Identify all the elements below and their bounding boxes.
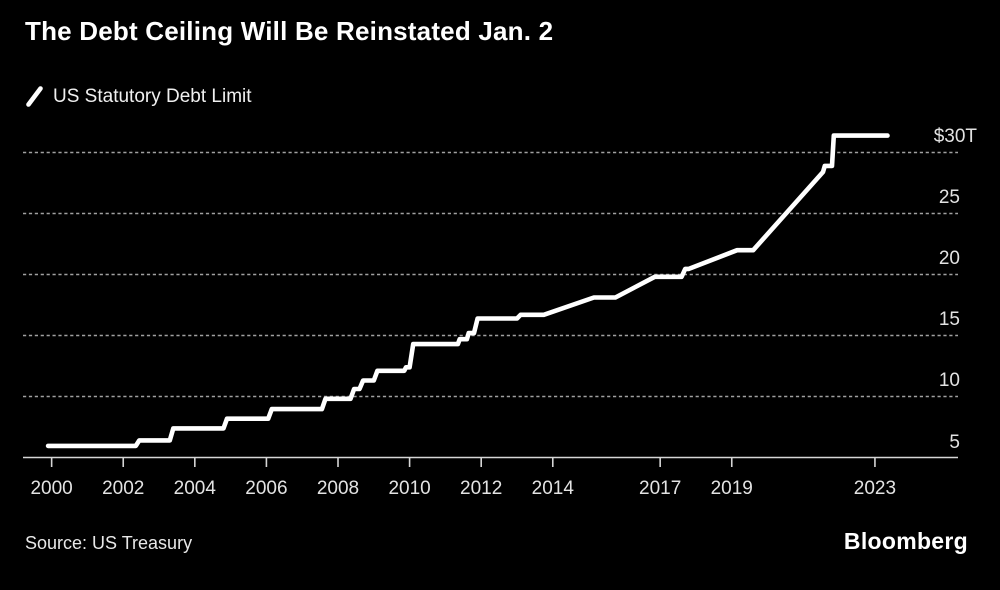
x-axis-label: 2012 (460, 478, 503, 499)
legend-label: US Statutory Debt Limit (53, 85, 252, 107)
x-axis-label: 2000 (30, 478, 73, 499)
x-axis-label: 2023 (853, 478, 897, 499)
y-axis-label: $30T (933, 126, 977, 148)
source-note: Source: US Treasury (25, 533, 193, 553)
x-axis-label: 2006 (245, 478, 288, 499)
legend-line-swatch-icon (25, 85, 44, 108)
bloomberg-logo: Bloomberg (843, 528, 968, 554)
y-axis-label: 20 (938, 248, 960, 270)
y-axis-label: 15 (938, 309, 960, 331)
debt-limit-line (45, 133, 890, 449)
x-axis-label: 2014 (531, 478, 574, 499)
x-axis-label: 2017 (639, 478, 682, 499)
x-axis-label: 2019 (710, 478, 753, 499)
x-axis-label: 2002 (102, 478, 145, 499)
y-axis-label: 10 (938, 370, 960, 392)
x-axis-label: 2010 (388, 478, 431, 499)
y-axis-label: 25 (938, 187, 960, 209)
chart-title: The Debt Ceiling Will Be Reinstated Jan.… (25, 16, 554, 46)
legend: US Statutory Debt Limit (25, 85, 252, 108)
x-axis-label: 2008 (316, 478, 360, 499)
y-axis-label: 5 (949, 431, 960, 453)
x-axis-labels: 2000 2002 2004 2006 2008 2010 2012 2014 2017 2019… (0, 478, 1000, 504)
x-axis-label: 2004 (173, 478, 216, 499)
